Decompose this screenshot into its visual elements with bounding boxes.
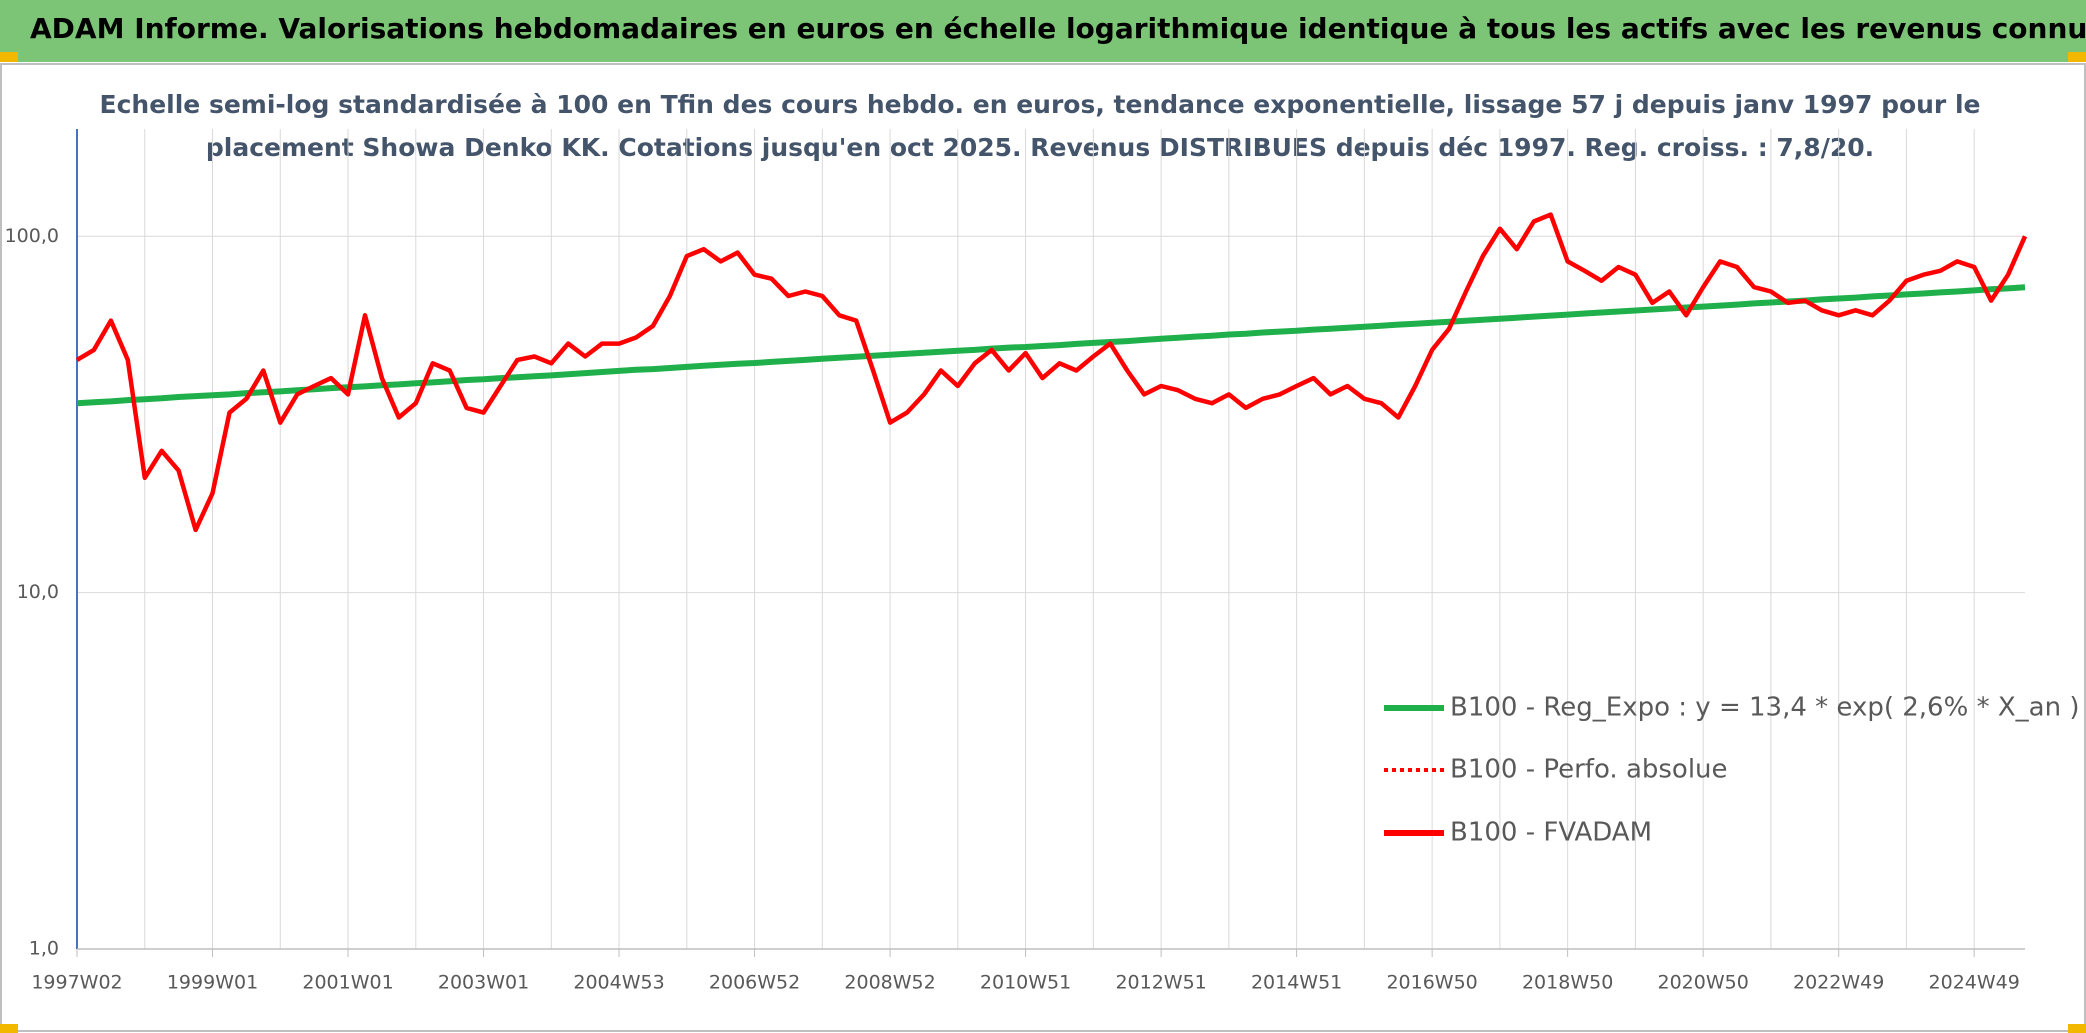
x-tick-label: 2020W50 [1657, 972, 1748, 994]
legend-label: B100 - Perfo. absolue [1450, 755, 1728, 785]
chart-title: ADAM Informe. Valorisations hebdomadaire… [30, 12, 2086, 45]
y-tick-label: 100,0 [5, 225, 59, 247]
x-tick-label: 2004W53 [573, 972, 664, 994]
corner [2068, 52, 2086, 62]
y-tick-label: 1,0 [29, 938, 59, 960]
series-line [75, 212, 2028, 533]
corner [0, 52, 18, 62]
x-tick-label: 2003W01 [438, 972, 529, 994]
x-tick-label: 2012W51 [1115, 972, 1206, 994]
x-tick-label: 2010W51 [980, 972, 1071, 994]
x-tick-label: 1997W02 [31, 972, 122, 994]
x-tick-label: 2022W49 [1793, 972, 1884, 994]
x-tick-label: 2006W52 [709, 972, 800, 994]
chart-subtitle: placement Showa Denko KK. Cotations jusq… [206, 133, 1874, 162]
frame [0, 63, 2086, 1032]
x-tick-label: 2016W50 [1386, 972, 1477, 994]
x-tick-label: 2008W52 [844, 972, 935, 994]
chart-subtitle: Echelle semi-log standardisée à 100 en T… [100, 90, 1981, 119]
x-tick-label: 2018W50 [1522, 972, 1613, 994]
corner [0, 1024, 18, 1033]
y-tick-label: 10,0 [17, 581, 59, 603]
x-tick-label: 2024W49 [1929, 972, 2020, 994]
x-tick-label: 2014W51 [1251, 972, 1342, 994]
corner [2068, 1024, 2086, 1033]
legend-label: B100 - FVADAM [1450, 818, 1652, 848]
x-tick-label: 2001W01 [302, 972, 393, 994]
series-line [76, 284, 2026, 407]
x-tick-label: 1999W01 [167, 972, 258, 994]
title-bar [0, 0, 2086, 62]
legend-label: B100 - Reg_Expo : y = 13,4 * exp( 2,6% *… [1450, 693, 2079, 723]
